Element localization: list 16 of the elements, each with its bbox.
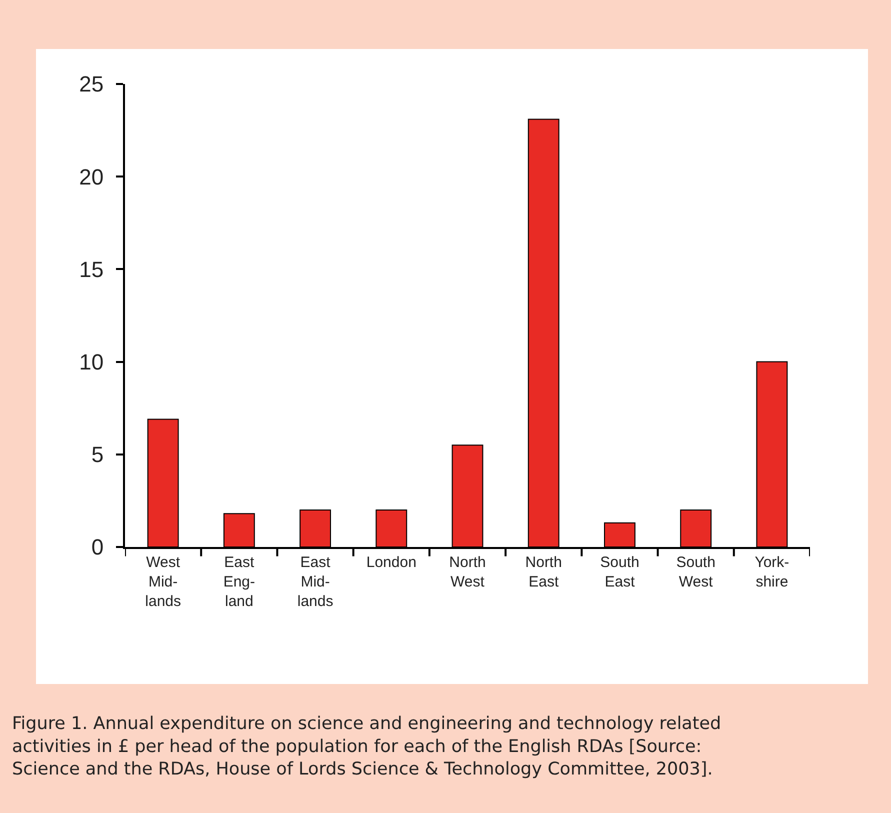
x-tick-label: South East: [600, 554, 640, 590]
y-tick-label: 0: [91, 534, 104, 560]
x-tick-label: North East: [525, 554, 562, 590]
y-tick-label: 20: [79, 164, 104, 190]
x-tick-label: South West: [676, 554, 716, 590]
x-tick-label: London: [366, 554, 416, 571]
y-tick-label: 5: [91, 442, 104, 468]
y-tick-label: 15: [79, 256, 104, 282]
x-tick-label: East Eng- land: [223, 554, 256, 610]
caption: Figure 1. Annual expenditure on science and engineering and technology related activities in £ per head of the population for each of the English RDAs [Source: Science and the RDAs, House of Lords Science & Technology Committee, 2003].: [12, 714, 722, 780]
x-tick-label: West Mid- lands: [145, 554, 181, 610]
x-tick-label: York- shire: [754, 554, 790, 590]
x-tick-label: East Mid- lands: [297, 554, 334, 610]
y-tick-label: 10: [79, 350, 104, 374]
x-tick-label: North West: [449, 554, 486, 590]
y-tick-label: 25: [79, 72, 104, 97]
